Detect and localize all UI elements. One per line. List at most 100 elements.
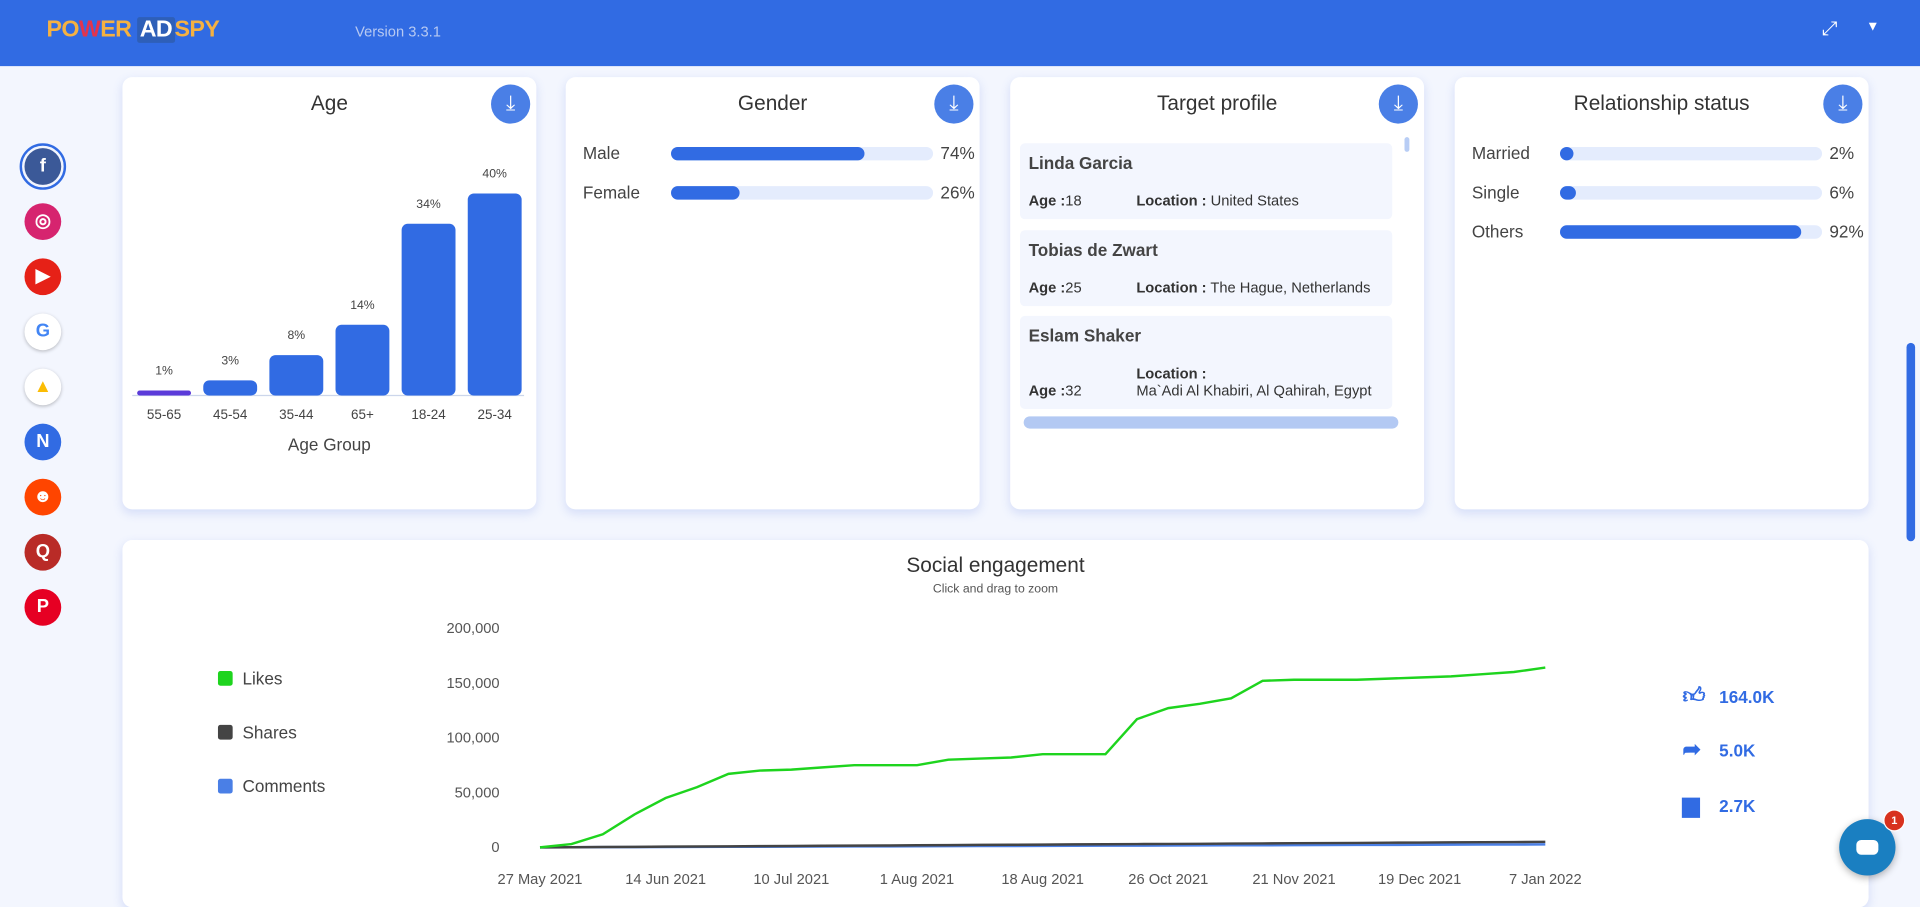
page-scrollbar[interactable] bbox=[1906, 342, 1916, 542]
sidebar-item-facebook[interactable]: f bbox=[19, 143, 67, 190]
logo-text: PO bbox=[46, 17, 80, 43]
logo-text: AD bbox=[137, 17, 175, 43]
x-tick-label: 45-54 bbox=[213, 407, 248, 422]
profile-name: Eslam Shaker bbox=[1028, 325, 1142, 346]
sidebar-item-youtube[interactable]: ▶ bbox=[24, 258, 62, 296]
location-value: The Hague, Netherlands bbox=[1210, 279, 1371, 297]
progress-fill bbox=[1560, 225, 1802, 239]
caret-down-icon[interactable]: ▼ bbox=[1866, 19, 1880, 35]
progress-fill bbox=[1560, 186, 1576, 200]
bar-data-label: 34% bbox=[416, 197, 441, 211]
google-icon: G bbox=[35, 320, 50, 342]
profile-name: Tobias de Zwart bbox=[1028, 240, 1158, 260]
logo-text: SPY bbox=[174, 17, 220, 43]
progress-track bbox=[1560, 225, 1823, 239]
download-icon[interactable]: ⤓ bbox=[1378, 84, 1418, 124]
age-bar[interactable] bbox=[269, 355, 324, 396]
engagement-line-chart[interactable]: 0 50,000 100,000 150,000 200,000 27 May 2021 1… bbox=[416, 613, 1640, 907]
profile-age: Age :25 bbox=[1029, 279, 1082, 296]
age-value: 32 bbox=[1065, 382, 1082, 400]
bar-data-label: 40% bbox=[482, 167, 507, 181]
profile-location: Location : United States bbox=[1136, 192, 1299, 209]
progress-fill bbox=[1560, 146, 1574, 161]
progress-fill bbox=[671, 146, 865, 161]
age-bar[interactable] bbox=[467, 193, 522, 396]
legend-swatch bbox=[217, 724, 233, 740]
sidebar-item-google[interactable]: G bbox=[24, 313, 62, 351]
location-label: Location : bbox=[1136, 192, 1207, 210]
location-value: United States bbox=[1210, 192, 1299, 210]
row-percent: 92% bbox=[1829, 221, 1864, 242]
series-line-shares[interactable] bbox=[539, 840, 1546, 849]
top-bar: POWER AD SPY Version 3.3.1 ⤢ ▼ bbox=[0, 0, 1920, 67]
profile-item[interactable]: Linda Garcia Age :18 Location : United Sta… bbox=[1020, 143, 1393, 220]
legend-swatch bbox=[217, 778, 233, 794]
sidebar-item-quora[interactable]: Q bbox=[24, 533, 62, 571]
chart-title: Social engagement bbox=[906, 553, 1085, 577]
profile-location: Location : Ma`Adi Al Khabiri, Al Qahirah,… bbox=[1136, 365, 1371, 399]
facebook-icon: f bbox=[39, 155, 46, 177]
x-tick-label: 27 May 2021 bbox=[498, 872, 583, 888]
total-stat: 👍︎ 164.0K bbox=[1682, 682, 1774, 709]
bar-data-label: 14% bbox=[350, 298, 375, 312]
expand-icon[interactable]: ⤢ bbox=[1822, 18, 1838, 40]
x-axis-label: Age Group bbox=[287, 434, 371, 455]
x-tick-label: 26 Oct 2021 bbox=[1128, 872, 1208, 888]
y-tick-label: 50,000 bbox=[455, 785, 500, 801]
stat-row: Female 26% bbox=[583, 180, 975, 204]
y-tick-label: 200,000 bbox=[446, 621, 499, 637]
legend-item-comments[interactable]: Comments bbox=[217, 776, 326, 796]
series-line-likes[interactable] bbox=[539, 666, 1546, 849]
logo-text: ER bbox=[100, 17, 132, 43]
profile-name: Linda Garcia bbox=[1028, 153, 1133, 173]
age-label: Age : bbox=[1028, 382, 1066, 400]
card-title: Age bbox=[310, 91, 348, 116]
horizontal-scrollbar[interactable] bbox=[1023, 416, 1399, 429]
location-label: Location : bbox=[1136, 279, 1207, 297]
vertical-scrollbar[interactable] bbox=[1404, 137, 1410, 152]
profile-item[interactable]: Tobias de Zwart Age :25 Location : The Hag… bbox=[1020, 230, 1393, 307]
legend-item-shares[interactable]: Shares bbox=[217, 722, 297, 743]
location-value: Ma`Adi Al Khabiri, Al Qahirah, Egypt bbox=[1136, 382, 1372, 400]
sidebar-item-native[interactable]: N bbox=[24, 423, 62, 461]
y-tick-label: 100,000 bbox=[446, 731, 499, 747]
age-value: 25 bbox=[1065, 279, 1082, 297]
y-tick-label: 150,000 bbox=[446, 676, 499, 692]
download-icon[interactable]: ⤓ bbox=[1823, 84, 1863, 124]
legend-item-likes[interactable]: Likes bbox=[217, 668, 283, 689]
legend-label: Likes bbox=[242, 668, 283, 689]
pinterest-icon: P bbox=[36, 596, 49, 618]
row-label: Others bbox=[1471, 221, 1524, 242]
sidebar-item-reddit[interactable]: ☻ bbox=[24, 478, 62, 516]
age-bar[interactable] bbox=[335, 324, 390, 396]
x-tick-label: 65+ bbox=[351, 407, 374, 422]
progress-track bbox=[671, 186, 934, 200]
row-percent: 26% bbox=[940, 182, 975, 203]
logo[interactable]: POWER AD SPY bbox=[47, 17, 220, 44]
sidebar-item-pinterest[interactable]: P bbox=[24, 588, 62, 626]
legend-label: Comments bbox=[242, 776, 326, 796]
row-label: Male bbox=[582, 143, 621, 163]
quora-icon: Q bbox=[35, 541, 50, 563]
sidebar-item-instagram[interactable]: ◎ bbox=[24, 203, 62, 241]
stat-row: Others 92% bbox=[1471, 219, 1864, 243]
legend-swatch bbox=[217, 671, 233, 686]
age-bar[interactable] bbox=[401, 223, 456, 396]
download-icon[interactable]: ⤓ bbox=[934, 84, 974, 124]
chat-button[interactable]: 1 bbox=[1839, 809, 1906, 876]
x-tick-label: 1 Aug 2021 bbox=[880, 872, 954, 888]
age-bar[interactable] bbox=[203, 380, 258, 396]
x-tick-label: 18 Aug 2021 bbox=[1001, 872, 1084, 888]
profile-age: Age :32 bbox=[1029, 382, 1082, 399]
age-card: Age ⤓ 1% 55-65 3% 45-54 8% 35-44 14% 65+ 34% 18-2… bbox=[122, 77, 537, 510]
download-icon[interactable]: ⤓ bbox=[491, 84, 531, 124]
relationship-card: Relationship status ⤓ Married 2% Single 6% O… bbox=[1454, 77, 1869, 510]
progress-track bbox=[1560, 146, 1823, 161]
total-stat: ➦ 5.0K bbox=[1682, 737, 1755, 763]
x-tick-label: 14 Jun 2021 bbox=[625, 872, 706, 888]
total-stat: ▆ 2.7K bbox=[1682, 792, 1755, 818]
age-bar[interactable] bbox=[137, 390, 192, 396]
sidebar-item-google-ads[interactable]: ▲ bbox=[24, 368, 62, 406]
legend-label: Shares bbox=[242, 722, 297, 743]
profile-item[interactable]: Eslam Shaker Age :32 Location : Ma`Adi Al K… bbox=[1020, 315, 1393, 409]
